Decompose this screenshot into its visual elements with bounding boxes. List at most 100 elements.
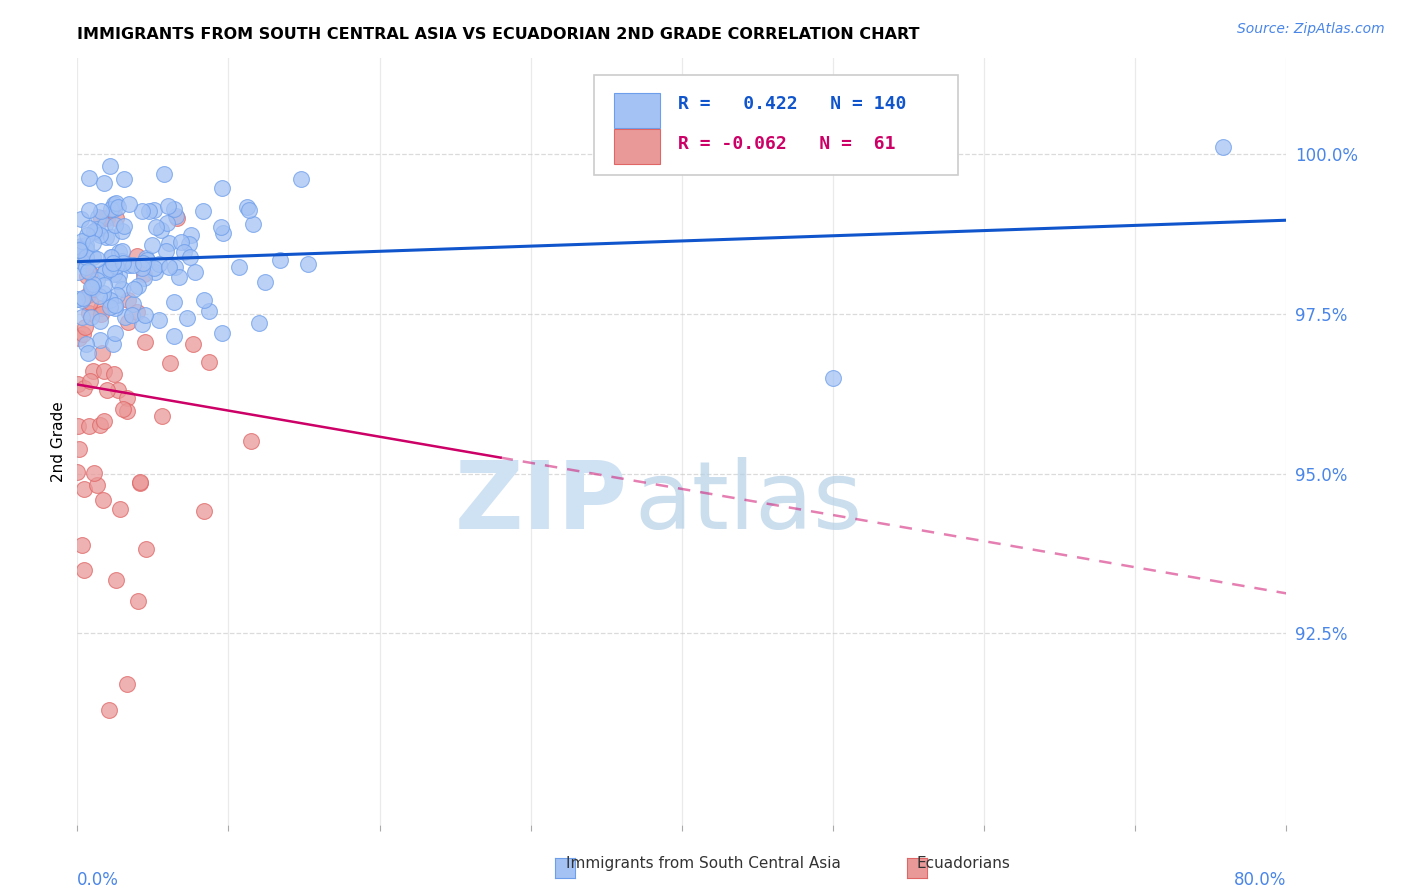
Point <box>240 434 263 448</box>
Point <box>83 466 105 480</box>
Point <box>177 237 200 252</box>
Point <box>184 265 207 279</box>
Point <box>73 320 96 334</box>
Point <box>143 265 166 279</box>
Point <box>79 294 101 309</box>
Point <box>121 258 143 272</box>
Point <box>94 264 117 278</box>
Point <box>79 419 101 434</box>
Text: 0.0%: 0.0% <box>77 871 120 889</box>
Point <box>238 202 260 217</box>
Point <box>77 202 100 217</box>
Point <box>82 282 104 296</box>
Point <box>83 224 105 238</box>
Point <box>76 269 98 284</box>
Point <box>111 254 134 268</box>
Point <box>107 384 129 398</box>
Point <box>211 326 233 340</box>
Text: Immigrants from South Central Asia: Immigrants from South Central Asia <box>565 856 841 871</box>
Point <box>94 265 117 279</box>
Point <box>297 257 319 271</box>
Point <box>134 271 156 285</box>
Point <box>156 216 179 230</box>
Point <box>67 243 90 257</box>
Point <box>66 466 89 480</box>
Point <box>67 246 90 260</box>
Point <box>269 252 291 267</box>
Point <box>73 381 96 395</box>
Point <box>105 573 128 587</box>
Point <box>87 289 110 303</box>
Point <box>127 279 149 293</box>
Point <box>75 250 97 264</box>
Point <box>94 211 117 225</box>
Point <box>73 482 96 496</box>
Point <box>103 202 125 217</box>
Point <box>108 268 131 282</box>
Point <box>162 202 184 216</box>
Point <box>73 563 96 577</box>
Point <box>89 314 111 328</box>
Point <box>157 236 180 251</box>
Point <box>103 268 125 282</box>
Point <box>86 273 108 287</box>
Point <box>159 355 181 369</box>
Point <box>89 418 111 433</box>
Point <box>107 274 129 288</box>
Point <box>100 202 122 216</box>
Point <box>211 180 233 194</box>
Point <box>70 239 93 253</box>
Point <box>76 227 98 242</box>
Point <box>114 219 136 234</box>
Point <box>79 170 101 185</box>
Point <box>90 211 112 225</box>
Point <box>104 297 127 311</box>
Point <box>132 267 155 281</box>
Point <box>87 210 110 224</box>
FancyBboxPatch shape <box>614 93 661 128</box>
Point <box>80 310 103 324</box>
Point <box>98 261 121 276</box>
Point <box>290 171 312 186</box>
Point <box>163 260 186 274</box>
Point <box>134 334 156 349</box>
Point <box>115 677 138 691</box>
Point <box>135 253 157 268</box>
Point <box>86 222 108 236</box>
Point <box>131 318 153 332</box>
Point <box>75 337 97 351</box>
Point <box>254 275 277 289</box>
Point <box>100 230 122 244</box>
Y-axis label: 2nd Grade: 2nd Grade <box>51 401 66 482</box>
Point <box>82 277 104 291</box>
Point <box>193 504 215 518</box>
Point <box>67 442 90 456</box>
Point <box>69 254 91 268</box>
Point <box>75 237 97 252</box>
Point <box>181 336 204 351</box>
Point <box>193 204 215 219</box>
Point <box>166 211 188 225</box>
Point <box>117 391 139 405</box>
Point <box>84 225 107 239</box>
Point <box>70 249 93 263</box>
Point <box>69 212 91 227</box>
Text: atlas: atlas <box>634 457 863 549</box>
Point <box>96 383 118 397</box>
Point <box>247 316 270 330</box>
Point <box>112 171 135 186</box>
Point <box>91 493 114 508</box>
Point <box>93 176 115 190</box>
Point <box>134 308 156 322</box>
Point <box>98 703 121 717</box>
Point <box>89 333 111 347</box>
Point <box>93 364 115 378</box>
Point <box>104 219 127 233</box>
Point <box>228 260 250 274</box>
Point <box>86 478 108 492</box>
Point <box>70 293 93 307</box>
Point <box>105 259 128 273</box>
Point <box>82 250 104 264</box>
Point <box>98 293 121 308</box>
Point <box>131 261 153 276</box>
